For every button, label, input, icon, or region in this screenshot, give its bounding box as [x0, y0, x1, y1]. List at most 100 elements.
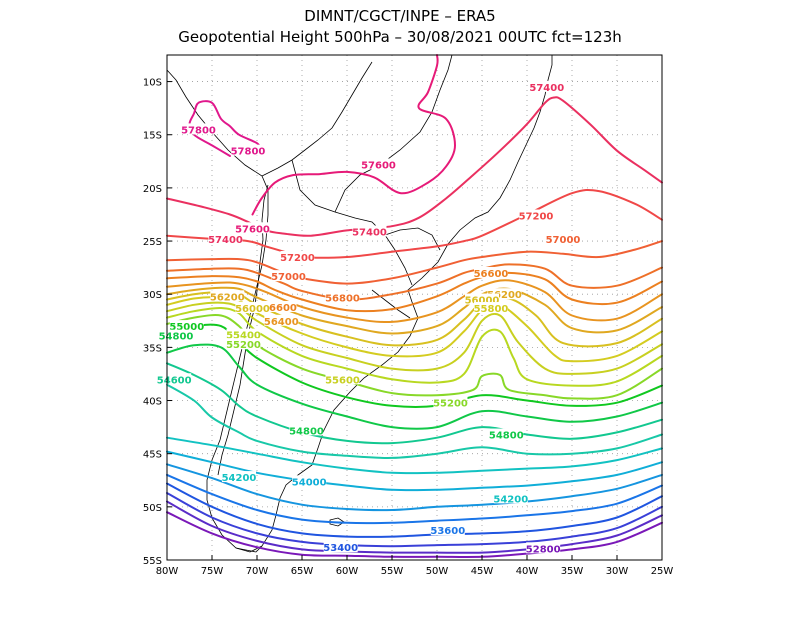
contour-label: 55800	[474, 304, 509, 315]
contour-label: 57400	[352, 227, 387, 238]
contour-label: 57000	[546, 235, 581, 246]
contour-53400	[166, 482, 663, 538]
lon-tick-label: 70W	[246, 566, 269, 577]
south-america-coastline	[166, 55, 553, 553]
contour-56200	[166, 286, 663, 335]
contour-label-bg	[271, 270, 306, 282]
falkland-islands	[329, 517, 345, 527]
contour-label: 54000	[292, 477, 327, 488]
contour-label-bg	[433, 396, 468, 408]
contour-label: 57200	[280, 253, 315, 264]
contour-54200	[166, 436, 663, 475]
contour-label: 56600	[474, 269, 509, 280]
country-border-brazil	[334, 54, 453, 251]
contour-54400	[166, 383, 663, 459]
lon-tick-label: 80W	[156, 566, 179, 577]
contour-label-bg	[474, 266, 508, 278]
contour-label-bg	[325, 373, 360, 385]
contour-55400	[166, 306, 663, 387]
contour-label-bg	[519, 209, 553, 221]
contour-label: 56800	[325, 293, 360, 304]
contour-label-bg	[325, 291, 360, 303]
contour-label: 55000	[169, 322, 204, 333]
contour-55000	[166, 323, 663, 409]
lat-tick-label: 10S	[143, 78, 162, 89]
lat-tick-label: 40S	[143, 397, 162, 408]
contour-label-bg	[262, 300, 297, 312]
contour-label-bg	[546, 232, 580, 244]
contour-label-bg	[264, 314, 299, 326]
contour-label: 57600	[361, 161, 396, 172]
contour-54600	[166, 362, 663, 445]
contour-label-bg	[226, 338, 261, 350]
contour-label: 56400	[264, 317, 299, 328]
lon-tick-label: 75W	[201, 566, 224, 577]
contour-label-bg	[235, 302, 270, 314]
contour-label-bg	[280, 251, 315, 262]
contour-57200	[166, 188, 663, 259]
contour-label: 54800	[159, 332, 194, 343]
coastlines	[166, 54, 553, 553]
contour-label: 54200	[493, 494, 528, 505]
contour-label-bg	[226, 328, 261, 340]
country-border-uruguay	[371, 289, 411, 319]
contour-label-bg	[208, 232, 243, 244]
contour-label-bg	[292, 475, 327, 487]
contour-label: 55200	[226, 340, 261, 351]
contour-label-bg	[526, 542, 561, 554]
contour-52800	[166, 511, 663, 559]
contour-53600	[166, 473, 663, 525]
contour-53800	[166, 463, 663, 512]
lon-tick-label: 50W	[426, 566, 449, 577]
contour-label-bg	[210, 290, 245, 302]
contour-label-bg	[169, 320, 204, 332]
contour-label-bg	[487, 288, 522, 300]
contour-label-bg	[235, 222, 270, 234]
chart-title-line-1: DIMNT/CGCT/INPE – ERA5	[304, 7, 495, 25]
contour-label: 57400	[529, 83, 564, 94]
lon-tick-label: 25W	[651, 566, 674, 577]
contour-label: 55400	[226, 331, 261, 342]
lat-tick-label: 20S	[143, 184, 162, 195]
contour-label: 57800	[231, 147, 266, 158]
contour-label-bg	[222, 471, 256, 483]
lat-tick-label: 15S	[143, 131, 162, 142]
contour-label-bg	[474, 302, 508, 314]
tierra-del-fuego	[235, 545, 263, 553]
contour-label-bg	[489, 428, 524, 440]
chart-title-line-2: Geopotential Height 500hPa – 30/08/2021 …	[178, 28, 622, 46]
contour-55200	[166, 314, 663, 400]
contour-53200	[166, 492, 663, 548]
contour-label-bg	[430, 524, 465, 536]
contour-label-bg	[231, 144, 265, 156]
contour-label: 57800	[181, 125, 216, 136]
plot-frame	[166, 54, 663, 561]
contour-label-bg	[323, 541, 358, 553]
contour-57600	[251, 54, 456, 216]
contour-label: 57600	[235, 224, 270, 235]
lat-tick-label: 50S	[143, 503, 162, 514]
contour-label-bg	[361, 158, 396, 170]
contour-label-bg	[352, 225, 387, 237]
lat-tick-label: 35S	[143, 343, 162, 354]
contour-label-bg	[289, 424, 324, 436]
lat-tick-label: 30S	[143, 290, 162, 301]
contour-56400	[166, 279, 663, 324]
contour-label: 55600	[325, 375, 360, 386]
contour-label: 53400	[323, 543, 358, 554]
contour-label: 54200	[222, 473, 257, 484]
contour-label: 57000	[271, 272, 306, 283]
contour-label: 56200	[487, 290, 522, 301]
contour-57800	[188, 100, 263, 157]
lon-tick-label: 40W	[516, 566, 539, 577]
contour-labels: 5780057800576005760057400574005740057200…	[157, 80, 581, 555]
contour-53000	[166, 500, 663, 554]
contour-55600	[166, 301, 663, 375]
contour-label: 53600	[430, 526, 465, 537]
contour-54800	[166, 343, 663, 430]
country-border-bolivia-paraguay	[261, 61, 413, 286]
contour-57000	[166, 240, 663, 285]
lat-tick-label: 45S	[143, 450, 162, 461]
contour-label: 54800	[489, 431, 524, 442]
